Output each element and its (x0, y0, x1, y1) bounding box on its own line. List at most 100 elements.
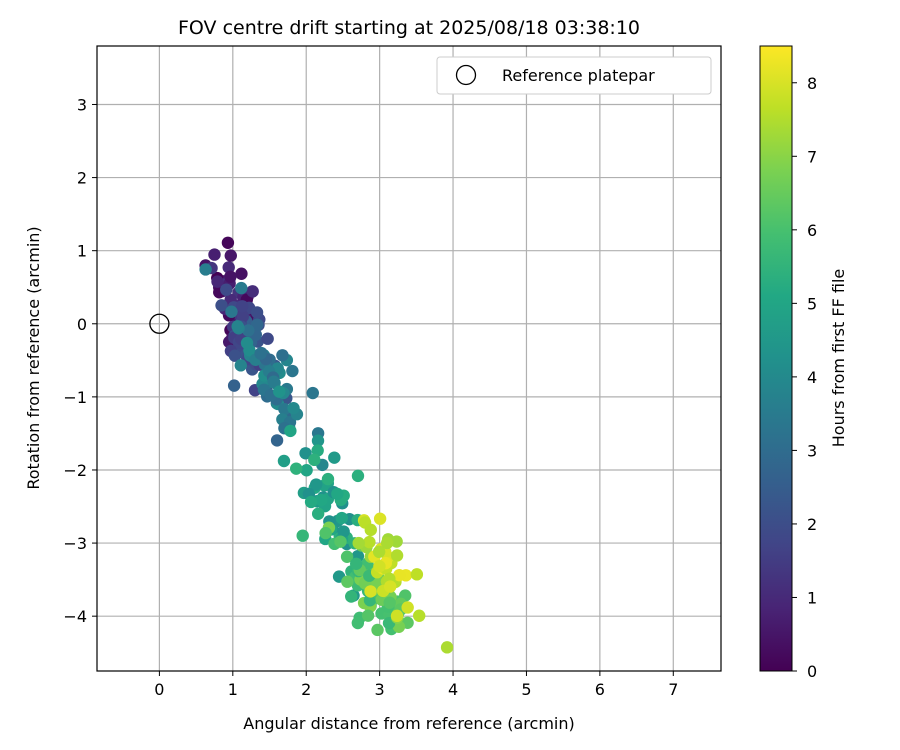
scatter-point (236, 300, 249, 313)
scatter-point (220, 283, 233, 296)
scatter-point (363, 535, 376, 549)
scatter-point (242, 324, 255, 337)
scatter-point (328, 451, 341, 464)
scatter-point (401, 601, 414, 614)
y-tick-label: −4 (63, 607, 87, 626)
scatter-point (296, 529, 309, 542)
scatter-point (351, 616, 365, 630)
scatter-point (222, 261, 235, 274)
colorbar-tick-label: 3 (807, 441, 817, 460)
scatter-point (308, 453, 321, 467)
colorbar-tick-label: 4 (807, 368, 817, 387)
colorbar: 0 1 2 3 4 5 6 7 8 Hours from first FF file (759, 45, 848, 681)
scatter-point (300, 464, 313, 477)
reference-point (149, 313, 170, 334)
scatter-point (440, 641, 454, 654)
colorbar-tick-label: 6 (807, 221, 817, 240)
scatter-point (351, 469, 365, 483)
legend-marker-icon (455, 64, 477, 86)
y-tick-label: 0 (77, 315, 87, 334)
x-tick-label: 6 (595, 680, 605, 699)
scatter-point (319, 526, 332, 540)
colorbar-tick-label: 0 (807, 662, 817, 681)
scatter-point (364, 585, 377, 598)
scatter-point (331, 487, 344, 501)
y-tick-label: 1 (77, 242, 87, 261)
chart-title: FOV centre drift starting at 2025/08/18 … (178, 17, 640, 39)
scatter-point (392, 620, 406, 633)
grid-lines (97, 46, 721, 671)
scatter-point (290, 462, 303, 475)
colorbar-label: Hours from first FF file (829, 269, 848, 448)
scatter-point (412, 609, 426, 622)
scatter-point (267, 375, 280, 388)
scatter-point (211, 275, 224, 288)
scatter-point (341, 575, 354, 588)
scatter-point (234, 359, 247, 372)
y-tick-label: 3 (77, 95, 87, 114)
scatter-point (228, 349, 242, 362)
scatter-point (278, 402, 291, 416)
scatter-point (235, 267, 248, 280)
x-tick-label: 3 (375, 680, 385, 699)
scatter-point (383, 596, 396, 609)
scatter-point (231, 320, 244, 333)
colorbar-tick-label: 7 (807, 147, 817, 166)
scatter-point (276, 349, 289, 362)
y-tick-label: −3 (63, 534, 87, 553)
scatter-point (235, 281, 248, 295)
scatter-point (373, 512, 387, 525)
colorbar-tick-label: 8 (807, 74, 817, 93)
scatter-point (286, 364, 299, 378)
legend-box (436, 56, 712, 95)
scatter-point (273, 385, 286, 398)
colorbar-tick-label: 2 (807, 515, 817, 534)
scatter-point (390, 609, 404, 623)
scatter-point (261, 332, 274, 345)
scatter-point (345, 590, 358, 603)
y-tick-label: −2 (63, 461, 87, 480)
x-tick-label: 4 (448, 680, 458, 699)
scatter-point (311, 507, 325, 520)
scatter-point (224, 270, 237, 283)
scatter-point (287, 401, 300, 415)
scatter-point (321, 472, 335, 486)
scatter-point (311, 444, 324, 457)
scatter-point (240, 336, 254, 350)
scatter-point (208, 248, 221, 261)
x-tick-label: 7 (668, 680, 678, 699)
scatter-point (299, 447, 312, 460)
scatter-point (311, 434, 325, 447)
x-axis-ticks: 0 1 2 3 4 5 6 7 (154, 671, 678, 699)
scatter-point (334, 535, 347, 548)
colorbar-gradient (759, 45, 793, 672)
scatter-point (246, 285, 259, 298)
scatter-point (350, 557, 363, 570)
y-tick-label: −1 (63, 388, 87, 407)
scatter-point (337, 525, 350, 538)
scatter-point (410, 568, 424, 581)
x-tick-label: 2 (301, 680, 311, 699)
scatter-point (309, 478, 323, 491)
reference-marker (149, 313, 170, 334)
scatter-point (372, 545, 386, 559)
scatter-point (384, 580, 397, 593)
plot-frame (96, 45, 722, 672)
colorbar-tick-label: 5 (807, 294, 817, 313)
y-axis-label: Rotation from reference (arcmin) (24, 226, 43, 489)
scatter-point (250, 306, 264, 319)
legend: Reference platepar (436, 56, 712, 95)
scatter-point (304, 495, 318, 509)
scatter-point (270, 434, 284, 447)
scatter-point (352, 536, 365, 550)
x-axis-label: Angular distance from reference (arcmin) (243, 714, 574, 733)
scatter-point (227, 379, 241, 392)
y-axis-ticks: −4 −3 −2 −1 0 1 2 3 (63, 95, 97, 626)
scatter-points (199, 236, 454, 654)
y-tick-label: 2 (77, 169, 87, 188)
scatter-point (284, 424, 297, 438)
x-tick-label: 5 (521, 680, 531, 699)
scatter-point (373, 560, 386, 573)
scatter-point (315, 493, 328, 507)
